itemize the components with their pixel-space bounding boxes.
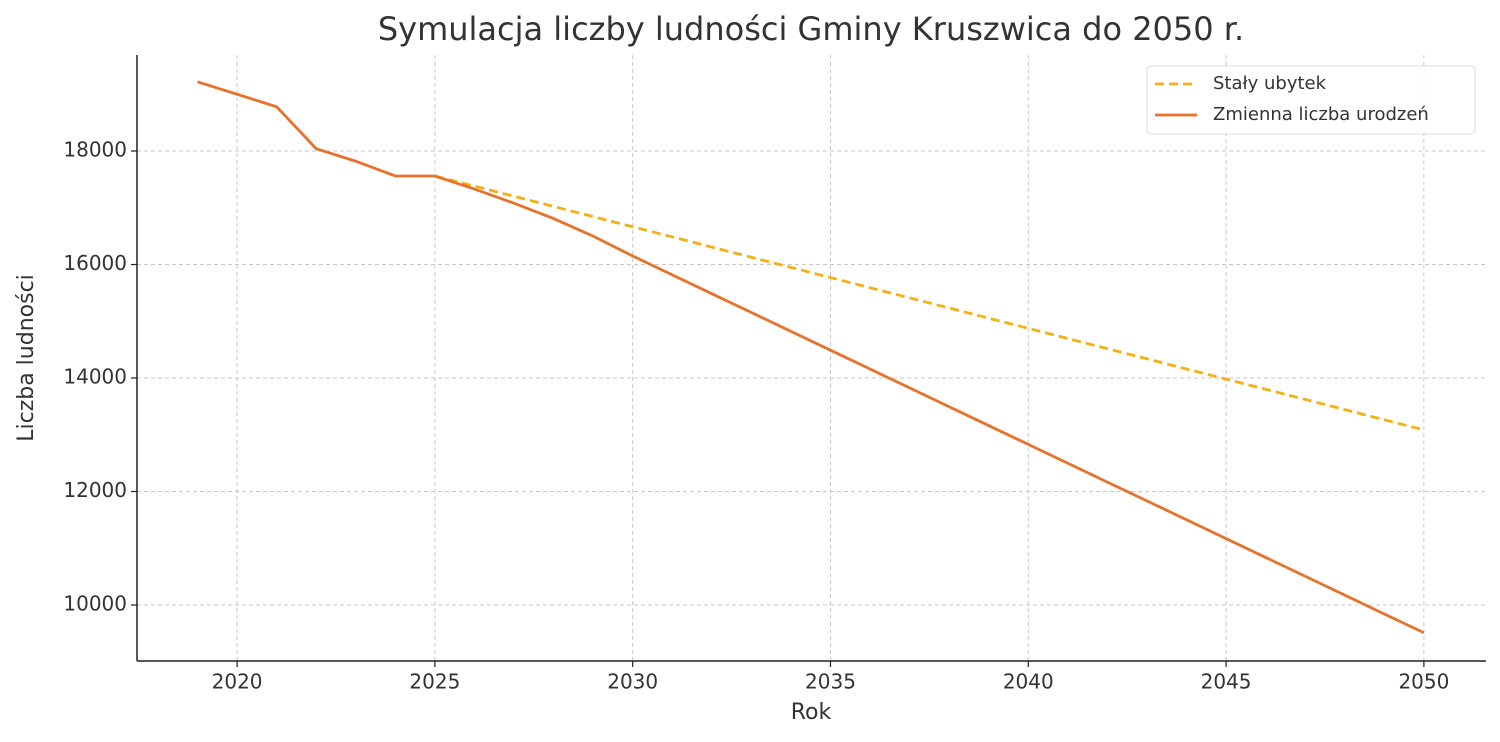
y-axis-label: Liczba ludności [14,274,39,442]
series-line [434,174,1425,432]
x-tick-label: 2025 [409,670,460,694]
legend-label: Zmienna liczba urodzeń [1213,104,1429,125]
x-tick-label: 2050 [1398,670,1449,694]
y-tick-label: 10000 [63,591,127,615]
y-tick-label: 18000 [63,138,127,162]
y-tick-label: 16000 [63,251,127,275]
x-tick-label: 2020 [212,670,263,694]
x-axis-label: Rok [791,700,832,725]
x-tick-label: 2045 [1201,670,1252,694]
chart-title: Symulacja liczby ludności Gminy Kruszwic… [378,10,1244,48]
y-tick-label: 14000 [63,365,127,389]
legend-label: Stały ubytek [1213,73,1327,94]
legend-box [1146,65,1476,135]
x-tick-label: 2040 [1003,670,1054,694]
y-tick-label: 12000 [63,478,127,502]
series-line [197,80,1425,635]
x-tick-label: 2035 [805,670,856,694]
x-tick-label: 2030 [607,670,658,694]
